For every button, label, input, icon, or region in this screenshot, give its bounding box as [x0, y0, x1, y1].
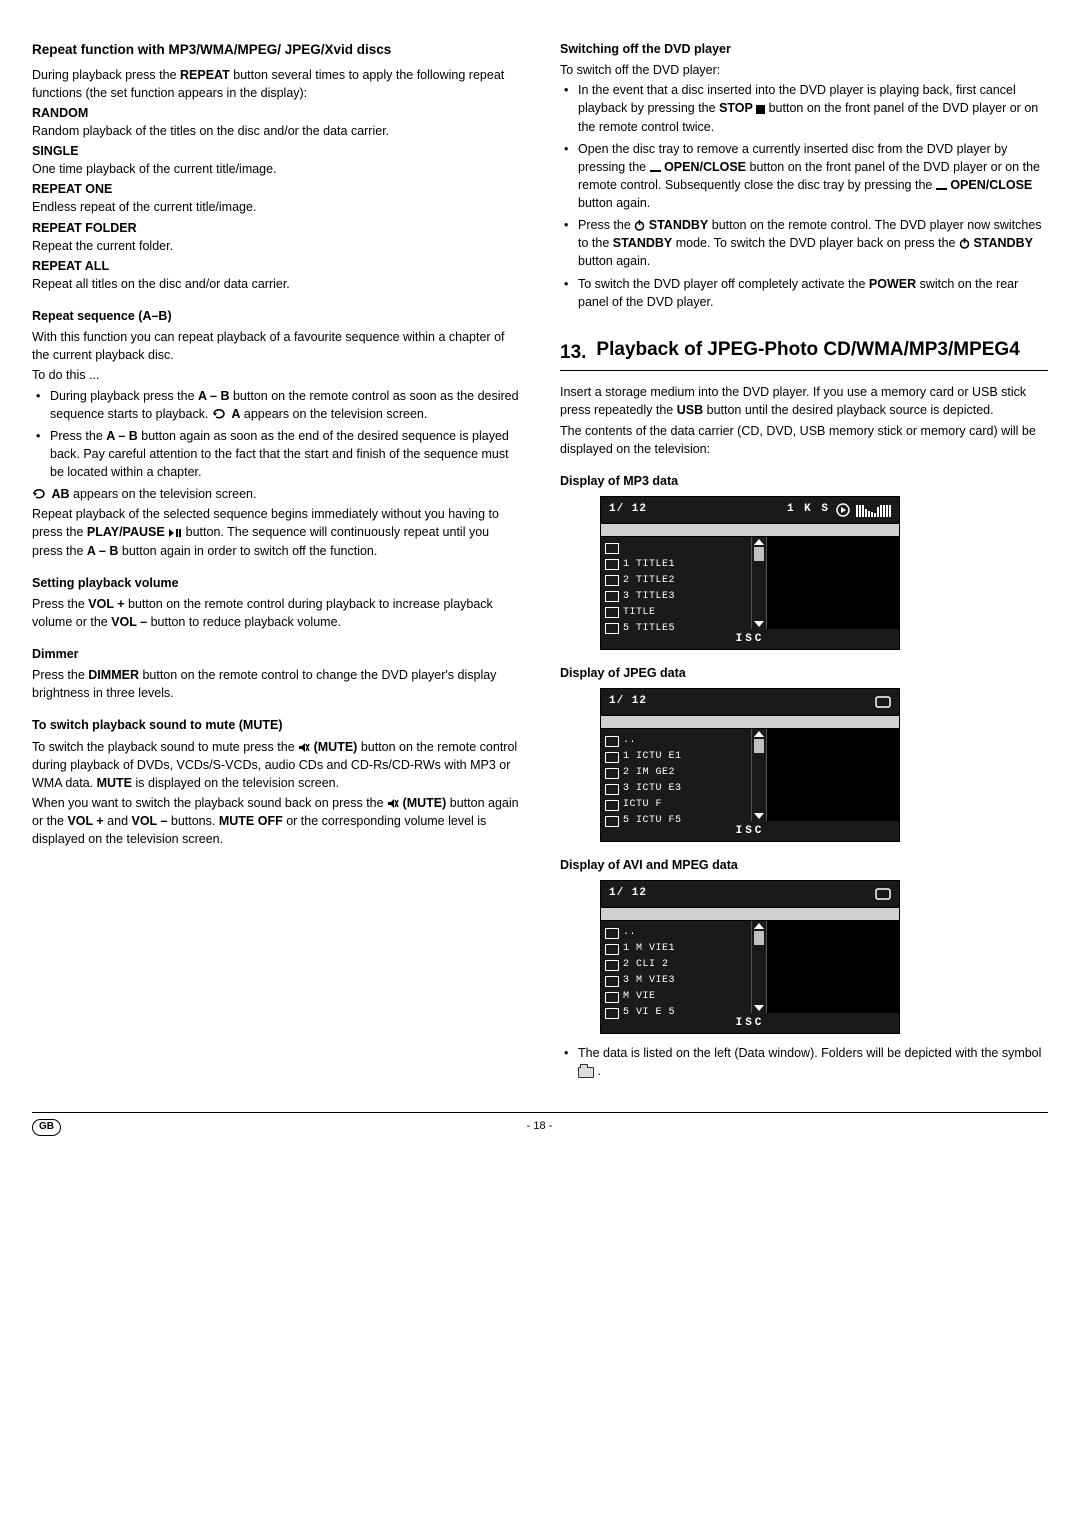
heading-dimmer: Dimmer: [32, 645, 520, 663]
card-icon: [875, 696, 891, 708]
ss-list-item: 5 VI E 5: [605, 1005, 751, 1021]
heading-volume: Setting playback volume: [32, 574, 520, 592]
ss-list-item: 3 ICTU E3: [605, 781, 751, 797]
heading-repeat-ab: Repeat sequence (A–B): [32, 307, 520, 325]
ss-list-item: 5 TITLE5: [605, 621, 751, 637]
off-steps: In the event that a disc inserted into t…: [560, 81, 1048, 311]
repeat-mode-desc: Repeat all titles on the disc and/or dat…: [32, 275, 520, 293]
ab-step-2: Press the A – B button again as soon as …: [50, 427, 520, 481]
ss-counter: 1/ 12: [609, 694, 647, 710]
repeat-mode-label: SINGLE: [32, 142, 520, 160]
section-13-heading: 13. Playback of JPEG-Photo CD/WMA/MP3/MP…: [560, 339, 1048, 372]
standby-icon: [959, 238, 970, 249]
repeat-mode-label: REPEAT ALL: [32, 257, 520, 275]
ss-list-item: 3 M VIE3: [605, 973, 751, 989]
repeat-mode-label: RANDOM: [32, 104, 520, 122]
heading-mute: To switch playback sound to mute (MUTE): [32, 716, 520, 734]
repeat-intro: During playback press the REPEAT button …: [32, 66, 520, 102]
eject-icon: [936, 182, 947, 191]
repeat-mode-desc: Random playback of the titles on the dis…: [32, 122, 520, 140]
off-intro: To switch off the DVD player:: [560, 61, 1048, 79]
ss-list-item: 3 TITLE3: [605, 589, 751, 605]
mute-icon: [298, 742, 310, 753]
repeat-icon: [212, 408, 228, 420]
footer-page-number: - 18 -: [527, 1119, 553, 1136]
ss-list-item: 1 ICTU E1: [605, 749, 751, 765]
off-step-1: In the event that a disc inserted into t…: [578, 81, 1048, 135]
screenshot-avi: 1/ 12 ..1 M VIE12 CLI 23 M VIE3 M VIE5 V…: [600, 880, 900, 1034]
ss-jpeg-list: ..1 ICTU E12 IM GE23 ICTU E3 ICTU F5 ICT…: [601, 729, 751, 821]
off-step-4: To switch the DVD player off completely …: [578, 275, 1048, 311]
play-pause-icon: [168, 528, 182, 538]
ab-para-2: Repeat playback of the selected sequence…: [32, 505, 520, 559]
section-title: Playback of JPEG-Photo CD/WMA/MP3/MPEG4: [596, 339, 1019, 361]
ss-list-item: 2 TITLE2: [605, 573, 751, 589]
right-column: Switching off the DVD player To switch o…: [560, 40, 1048, 1084]
footnote: The data is listed on the left (Data win…: [578, 1044, 1048, 1080]
ss-list-item: 2 IM GE2: [605, 765, 751, 781]
play-icon: [836, 503, 850, 517]
heading-switching-off: Switching off the DVD player: [560, 40, 1048, 58]
repeat-mode-desc: Repeat the current folder.: [32, 237, 520, 255]
ss-list-item: TITLE: [605, 605, 751, 621]
folder-icon: [578, 1067, 594, 1078]
screenshot-jpeg: 1/ 12 ..1 ICTU E12 IM GE23 ICTU E3 ICTU …: [600, 688, 900, 842]
ss-list-item: ICTU F: [605, 797, 751, 813]
footnote-list: The data is listed on the left (Data win…: [560, 1044, 1048, 1080]
mute-icon: [387, 798, 399, 809]
page-footer: GB - 18 -: [32, 1112, 1048, 1136]
repeat-mode-desc: One time playback of the current title/i…: [32, 160, 520, 178]
heading-disp-jpeg: Display of JPEG data: [560, 664, 1048, 682]
left-column: Repeat function with MP3/WMA/MPEG/ JPEG/…: [32, 40, 520, 1084]
s13-para-1: Insert a storage medium into the DVD pla…: [560, 383, 1048, 419]
ab-intro: With this function you can repeat playba…: [32, 328, 520, 364]
ss-avi-list: ..1 M VIE12 CLI 23 M VIE3 M VIE5 VI E 5: [601, 921, 751, 1013]
s13-para-2: The contents of the data carrier (CD, DV…: [560, 422, 1048, 458]
standby-icon: [634, 220, 645, 231]
ss-scrollbar: [751, 921, 767, 1013]
screenshot-mp3: 1/ 12 1 K S 1 TITLE12 TITLE23 TITLE3 TIT…: [600, 496, 900, 650]
off-step-2: Open the disc tray to remove a currently…: [578, 140, 1048, 213]
ab-steps: During playback press the A – B button o…: [32, 387, 520, 482]
repeat-modes-list: RANDOMRandom playback of the titles on t…: [32, 104, 520, 293]
ss-list-item: ..: [605, 925, 751, 941]
ss-list-item: 2 CLI 2: [605, 957, 751, 973]
equalizer-icon: [856, 503, 891, 517]
ss-scrollbar: [751, 729, 767, 821]
ss-mp3-list: 1 TITLE12 TITLE23 TITLE3 TITLE5 TITLE5: [601, 537, 751, 629]
ss-mp3-top-right: 1 K S: [787, 502, 891, 518]
ab-todo: To do this ...: [32, 366, 520, 384]
ss-list-item: 5 ICTU F5: [605, 813, 751, 829]
card-icon: [875, 888, 891, 900]
ss-list-item: ..: [605, 733, 751, 749]
ss-list-item: 1 M VIE1: [605, 941, 751, 957]
ss-list-item: 1 TITLE1: [605, 557, 751, 573]
mute-para-2: When you want to switch the playback sou…: [32, 794, 520, 848]
footer-region: GB: [32, 1119, 61, 1136]
ab-line-3: AB appears on the television screen.: [32, 485, 520, 503]
section-number: 13.: [560, 339, 586, 367]
ss-counter: 1/ 12: [609, 886, 647, 902]
ab-step-1: During playback press the A – B button o…: [50, 387, 520, 423]
volume-para: Press the VOL + button on the remote con…: [32, 595, 520, 631]
stop-icon: [756, 105, 765, 114]
ss-counter: 1/ 12: [609, 502, 647, 518]
repeat-mode-desc: Endless repeat of the current title/imag…: [32, 198, 520, 216]
heading-disp-avi: Display of AVI and MPEG data: [560, 856, 1048, 874]
off-step-3: Press the STANDBY button on the remote c…: [578, 216, 1048, 270]
dimmer-para: Press the DIMMER button on the remote co…: [32, 666, 520, 702]
heading-repeat-function: Repeat function with MP3/WMA/MPEG/ JPEG/…: [32, 40, 520, 60]
repeat-mode-label: REPEAT FOLDER: [32, 219, 520, 237]
ss-list-item: M VIE: [605, 989, 751, 1005]
ss-scrollbar: [751, 537, 767, 629]
heading-disp-mp3: Display of MP3 data: [560, 472, 1048, 490]
repeat-mode-label: REPEAT ONE: [32, 180, 520, 198]
mute-para-1: To switch the playback sound to mute pre…: [32, 738, 520, 792]
eject-icon: [650, 164, 661, 173]
repeat-icon: [32, 488, 48, 500]
